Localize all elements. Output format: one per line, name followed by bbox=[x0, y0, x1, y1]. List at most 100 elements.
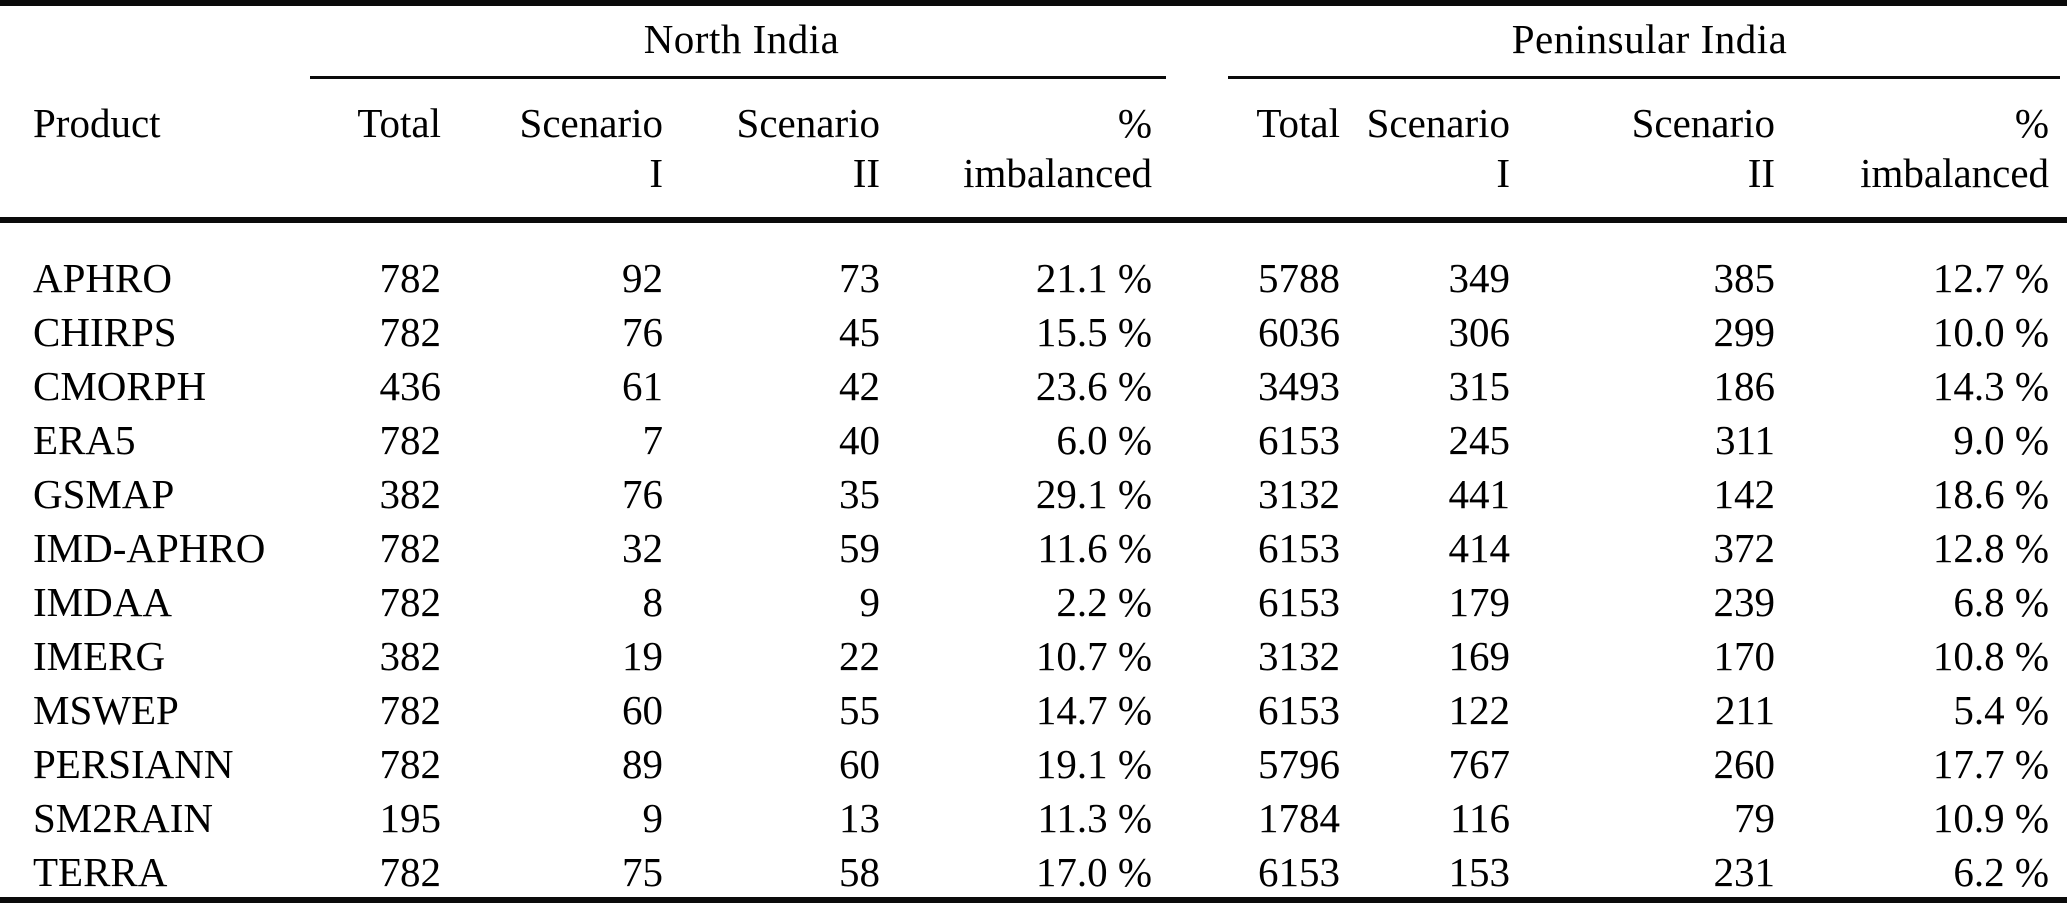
percent-header-label: % bbox=[2014, 100, 2050, 146]
cell-peninsular-total: 6153 bbox=[1258, 417, 1341, 463]
column-header-peninsular-total: Total bbox=[1170, 78, 1350, 237]
scenario-i-header-label: I bbox=[649, 150, 663, 196]
cell-north-scenario-ii: 9 bbox=[859, 579, 881, 625]
cell-product: IMERG bbox=[33, 633, 166, 679]
cell-peninsular-total: 3493 bbox=[1258, 363, 1341, 409]
cell-peninsular-pct-imbalanced: 10.8 % bbox=[1932, 633, 2050, 679]
cell-peninsular-pct-imbalanced: 9.0 % bbox=[1953, 417, 2050, 463]
column-header-product: Product bbox=[0, 78, 313, 237]
column-header-north-pct-imbalanced: % imbalanced bbox=[890, 78, 1170, 237]
group-header-peninsular-india: Peninsular India bbox=[1511, 16, 1788, 62]
column-header-row: Product Total Scenario I Scenario II % i… bbox=[0, 78, 2067, 237]
cell-north-total: 782 bbox=[379, 417, 442, 463]
cell-north-scenario-i: 19 bbox=[622, 633, 663, 679]
north-india-cmidrule bbox=[310, 76, 1166, 79]
cell-peninsular-scenario-i: 315 bbox=[1448, 363, 1511, 409]
column-header-peninsular-scenario-i: Scenario I bbox=[1350, 78, 1520, 237]
cell-north-total: 782 bbox=[379, 849, 442, 895]
cell-peninsular-total: 5788 bbox=[1258, 255, 1341, 301]
cell-product: GSMAP bbox=[33, 471, 175, 517]
cell-peninsular-total: 6153 bbox=[1258, 525, 1341, 571]
cell-product: CHIRPS bbox=[33, 309, 177, 355]
cell-product: CMORPH bbox=[33, 363, 207, 409]
cell-north-scenario-i: 9 bbox=[642, 795, 664, 841]
cell-peninsular-total: 6036 bbox=[1258, 309, 1341, 355]
cell-peninsular-total: 6153 bbox=[1258, 579, 1341, 625]
cell-peninsular-scenario-ii: 372 bbox=[1713, 525, 1776, 571]
cell-peninsular-scenario-ii: 170 bbox=[1713, 633, 1776, 679]
cell-north-pct-imbalanced: 2.2 % bbox=[1056, 579, 1153, 625]
cell-peninsular-scenario-i: 179 bbox=[1448, 579, 1511, 625]
cell-product: ERA5 bbox=[33, 417, 136, 463]
cell-peninsular-total: 5796 bbox=[1258, 741, 1341, 787]
cell-product: SM2RAIN bbox=[33, 795, 213, 841]
cell-peninsular-pct-imbalanced: 18.6 % bbox=[1932, 471, 2050, 517]
cell-peninsular-scenario-i: 169 bbox=[1448, 633, 1511, 679]
cell-product: IMDAA bbox=[33, 579, 172, 625]
cell-product: MSWEP bbox=[33, 687, 179, 733]
cell-peninsular-scenario-i: 122 bbox=[1448, 687, 1511, 733]
cell-north-scenario-i: 8 bbox=[642, 579, 664, 625]
table-row: IMERG 382 19 22 10.7 % 3132 169 170 10.8 % bbox=[0, 629, 2067, 683]
bottom-rule bbox=[0, 897, 2067, 903]
imbalanced-header-label: imbalanced bbox=[963, 150, 1153, 196]
column-header-peninsular-pct-imbalanced: % imbalanced bbox=[1785, 78, 2067, 237]
cell-peninsular-pct-imbalanced: 12.8 % bbox=[1932, 525, 2050, 571]
cell-north-scenario-ii: 22 bbox=[839, 633, 880, 679]
header-separator-rule bbox=[0, 217, 2067, 223]
scenario-header-label: Scenario bbox=[1631, 100, 1776, 146]
cell-product: TERRA bbox=[33, 849, 168, 895]
table-header: North India Peninsular India Product Tot… bbox=[0, 0, 2067, 237]
column-header-north-scenario-ii: Scenario II bbox=[673, 78, 890, 237]
cell-north-pct-imbalanced: 21.1 % bbox=[1035, 255, 1153, 301]
cell-north-pct-imbalanced: 23.6 % bbox=[1035, 363, 1153, 409]
scenario-ii-header-label: II bbox=[852, 150, 880, 196]
cell-north-pct-imbalanced: 19.1 % bbox=[1035, 741, 1153, 787]
cell-peninsular-pct-imbalanced: 6.8 % bbox=[1953, 579, 2050, 625]
scenario-header-label: Scenario bbox=[519, 100, 663, 146]
cell-north-scenario-ii: 42 bbox=[839, 363, 880, 409]
cell-peninsular-scenario-i: 414 bbox=[1448, 525, 1511, 571]
cell-peninsular-scenario-i: 116 bbox=[1450, 795, 1511, 841]
cell-peninsular-pct-imbalanced: 14.3 % bbox=[1932, 363, 2050, 409]
cell-north-pct-imbalanced: 17.0 % bbox=[1035, 849, 1153, 895]
table-row: CMORPH 436 61 42 23.6 % 3493 315 186 14.3 % bbox=[0, 359, 2067, 413]
cell-north-pct-imbalanced: 6.0 % bbox=[1056, 417, 1153, 463]
cell-north-scenario-ii: 45 bbox=[839, 309, 880, 355]
scenario-ii-header-label: II bbox=[1747, 150, 1776, 196]
cell-north-pct-imbalanced: 11.3 % bbox=[1037, 795, 1153, 841]
cell-peninsular-scenario-ii: 142 bbox=[1713, 471, 1776, 517]
cell-north-scenario-i: 60 bbox=[622, 687, 663, 733]
group-header-row: North India Peninsular India bbox=[0, 0, 2067, 78]
column-header-north-scenario-i: Scenario I bbox=[451, 78, 673, 237]
cell-north-scenario-ii: 60 bbox=[839, 741, 880, 787]
cell-north-scenario-ii: 13 bbox=[839, 795, 880, 841]
percent-header-label: % bbox=[1117, 100, 1153, 146]
cell-north-scenario-ii: 55 bbox=[839, 687, 880, 733]
cell-north-scenario-ii: 40 bbox=[839, 417, 880, 463]
cell-north-scenario-i: 75 bbox=[622, 849, 663, 895]
cell-peninsular-pct-imbalanced: 12.7 % bbox=[1932, 255, 2050, 301]
cell-peninsular-scenario-i: 153 bbox=[1448, 849, 1511, 895]
cell-north-pct-imbalanced: 11.6 % bbox=[1037, 525, 1153, 571]
cell-north-total: 195 bbox=[379, 795, 442, 841]
cell-peninsular-total: 3132 bbox=[1258, 633, 1341, 679]
cell-north-total: 782 bbox=[379, 741, 442, 787]
cell-north-scenario-i: 89 bbox=[622, 741, 663, 787]
total-header-label: Total bbox=[1256, 100, 1341, 146]
table-row: ERA5 782 7 40 6.0 % 6153 245 311 9.0 % bbox=[0, 413, 2067, 467]
cell-north-total: 782 bbox=[379, 309, 442, 355]
table-row: SM2RAIN 195 9 13 11.3 % 1784 116 79 10.9 % bbox=[0, 791, 2067, 845]
cell-north-scenario-i: 76 bbox=[622, 471, 663, 517]
table-row: CHIRPS 782 76 45 15.5 % 6036 306 299 10.0 % bbox=[0, 305, 2067, 359]
corner-cell bbox=[0, 0, 313, 78]
cell-peninsular-total: 6153 bbox=[1258, 687, 1341, 733]
cell-peninsular-scenario-i: 306 bbox=[1448, 309, 1511, 355]
cell-north-pct-imbalanced: 10.7 % bbox=[1035, 633, 1153, 679]
cell-peninsular-scenario-ii: 231 bbox=[1713, 849, 1776, 895]
cell-peninsular-scenario-ii: 311 bbox=[1715, 417, 1776, 463]
cell-north-scenario-ii: 35 bbox=[839, 471, 880, 517]
total-header-label: Total bbox=[357, 100, 441, 146]
cell-peninsular-pct-imbalanced: 17.7 % bbox=[1932, 741, 2050, 787]
